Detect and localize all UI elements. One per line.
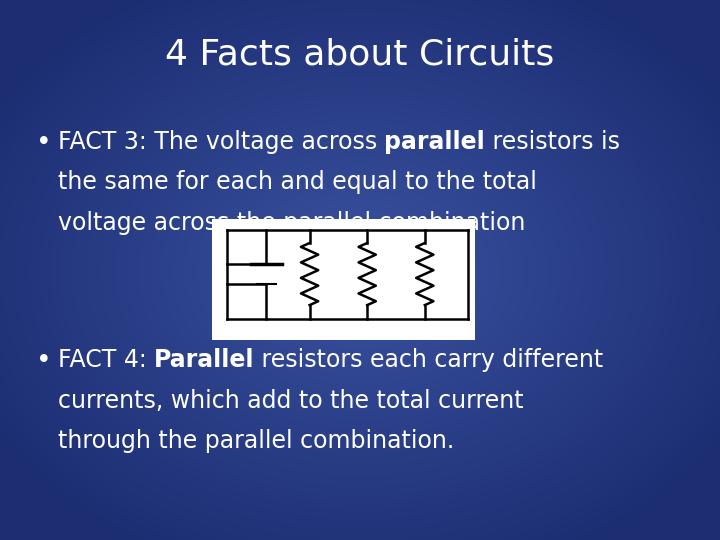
Bar (212, 219, 475, 340)
Text: voltage across the parallel combination: voltage across the parallel combination (58, 211, 525, 234)
Text: the same for each and equal to the total: the same for each and equal to the total (58, 170, 536, 194)
Text: currents, which add to the total current: currents, which add to the total current (58, 389, 523, 413)
Text: FACT 4:: FACT 4: (58, 348, 154, 372)
Text: resistors each carry different: resistors each carry different (254, 348, 603, 372)
Text: •: • (36, 130, 52, 156)
Text: resistors is: resistors is (485, 130, 620, 153)
Text: •: • (36, 348, 52, 374)
Text: Parallel: Parallel (154, 348, 254, 372)
Text: parallel: parallel (384, 130, 485, 153)
Text: FACT 3: The voltage across: FACT 3: The voltage across (58, 130, 384, 153)
Text: 4 Facts about Circuits: 4 Facts about Circuits (166, 38, 554, 72)
Text: through the parallel combination.: through the parallel combination. (58, 429, 454, 453)
